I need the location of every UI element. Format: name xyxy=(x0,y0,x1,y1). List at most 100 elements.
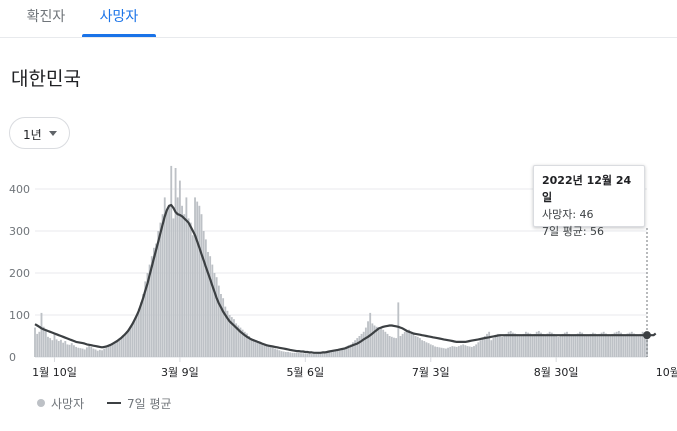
bar xyxy=(165,210,168,357)
bar xyxy=(522,333,525,357)
bar xyxy=(358,336,361,357)
bar xyxy=(380,328,382,357)
legend-deaths-label: 사망자 xyxy=(51,397,85,411)
bar xyxy=(111,344,114,357)
bar xyxy=(598,333,601,357)
bar xyxy=(462,344,465,357)
bar xyxy=(276,349,279,357)
bar xyxy=(310,354,313,357)
bar xyxy=(429,344,432,357)
bar xyxy=(425,342,428,357)
bar xyxy=(153,247,155,357)
bar xyxy=(239,327,242,357)
bar xyxy=(646,337,648,357)
bar xyxy=(604,333,607,357)
bar xyxy=(574,334,577,357)
bar xyxy=(403,331,406,357)
bar xyxy=(561,333,564,357)
bar xyxy=(131,323,134,357)
bar xyxy=(282,351,285,357)
bar xyxy=(617,330,620,357)
bar xyxy=(613,332,616,357)
bar xyxy=(397,302,400,357)
bar xyxy=(172,218,175,357)
bar xyxy=(399,336,402,357)
bar xyxy=(626,333,629,357)
bar xyxy=(77,347,80,357)
bar xyxy=(161,214,164,357)
bar xyxy=(183,214,186,357)
region-title: 대한민국 xyxy=(11,68,81,90)
bar xyxy=(168,205,170,357)
bar xyxy=(587,335,590,357)
bar xyxy=(442,348,445,357)
bar xyxy=(66,344,69,357)
bar xyxy=(483,336,486,357)
bar xyxy=(120,338,123,357)
bar xyxy=(213,273,216,357)
bar xyxy=(553,333,555,357)
bar xyxy=(207,252,209,357)
bar xyxy=(250,338,253,357)
bar xyxy=(622,334,625,357)
bar xyxy=(293,352,296,357)
legend-average-label: 7일 평균 xyxy=(127,397,172,411)
bar xyxy=(600,332,603,357)
bar xyxy=(341,348,344,357)
bar xyxy=(537,330,540,357)
bar xyxy=(479,340,482,357)
bar xyxy=(237,325,240,357)
bar xyxy=(338,349,341,357)
bar xyxy=(302,353,305,357)
bar xyxy=(544,335,547,357)
bar xyxy=(507,331,510,357)
y-tick-label: 200 xyxy=(9,267,30,280)
deaths-chart[interactable]: 0 100 200 300 400 1월 10일 3월 9일 5월 6일 7월 3일 8월 30일… xyxy=(0,150,677,385)
bar xyxy=(34,327,36,357)
bar xyxy=(187,218,190,357)
bar xyxy=(630,331,633,357)
bar xyxy=(181,205,183,357)
bar xyxy=(455,346,458,357)
bar xyxy=(635,334,638,357)
bar xyxy=(297,352,300,357)
bar xyxy=(585,336,588,357)
bar xyxy=(440,347,443,357)
bar xyxy=(540,332,542,357)
bar xyxy=(103,348,106,357)
bar xyxy=(133,319,136,357)
tooltip-deaths: 사망자: 46 xyxy=(542,208,594,221)
bar xyxy=(406,330,408,357)
bar xyxy=(211,264,214,357)
bar xyxy=(109,345,112,357)
bar xyxy=(505,333,508,357)
bar xyxy=(79,348,82,357)
tab-bar: 확진자 사망자 xyxy=(0,0,677,38)
bar xyxy=(85,347,88,357)
bar xyxy=(170,165,173,357)
bar xyxy=(347,345,350,357)
legend-average-swatch xyxy=(107,402,121,404)
bar xyxy=(267,346,270,357)
bar xyxy=(185,197,188,357)
bar xyxy=(107,346,110,357)
bar xyxy=(494,336,497,357)
bar xyxy=(371,323,374,357)
tooltip-date: 2022년 12월 24일 xyxy=(542,174,632,204)
bar xyxy=(334,350,337,357)
tab-confirmed[interactable]: 확진자 xyxy=(20,0,72,36)
bar xyxy=(235,323,238,357)
tab-deaths[interactable]: 사망자 xyxy=(82,0,156,37)
bar xyxy=(535,331,538,357)
bar xyxy=(343,347,346,357)
bar xyxy=(75,346,78,357)
bar xyxy=(602,331,605,357)
x-tick-label: 10월 27일 xyxy=(656,365,677,379)
range-selector-button[interactable]: 1년 xyxy=(9,117,70,149)
bar xyxy=(436,346,439,357)
bar xyxy=(228,315,231,357)
bar xyxy=(57,341,60,357)
bar xyxy=(144,281,147,357)
bar xyxy=(308,353,311,357)
bar xyxy=(423,341,426,357)
